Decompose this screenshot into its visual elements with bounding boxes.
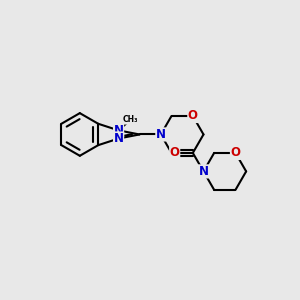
Text: N: N <box>114 132 124 145</box>
Text: O: O <box>188 110 198 122</box>
Text: O: O <box>170 146 180 159</box>
Text: N: N <box>156 128 166 141</box>
Text: CH₃: CH₃ <box>123 115 138 124</box>
Text: O: O <box>230 146 241 159</box>
Text: N: N <box>199 165 208 178</box>
Text: N: N <box>114 124 124 137</box>
